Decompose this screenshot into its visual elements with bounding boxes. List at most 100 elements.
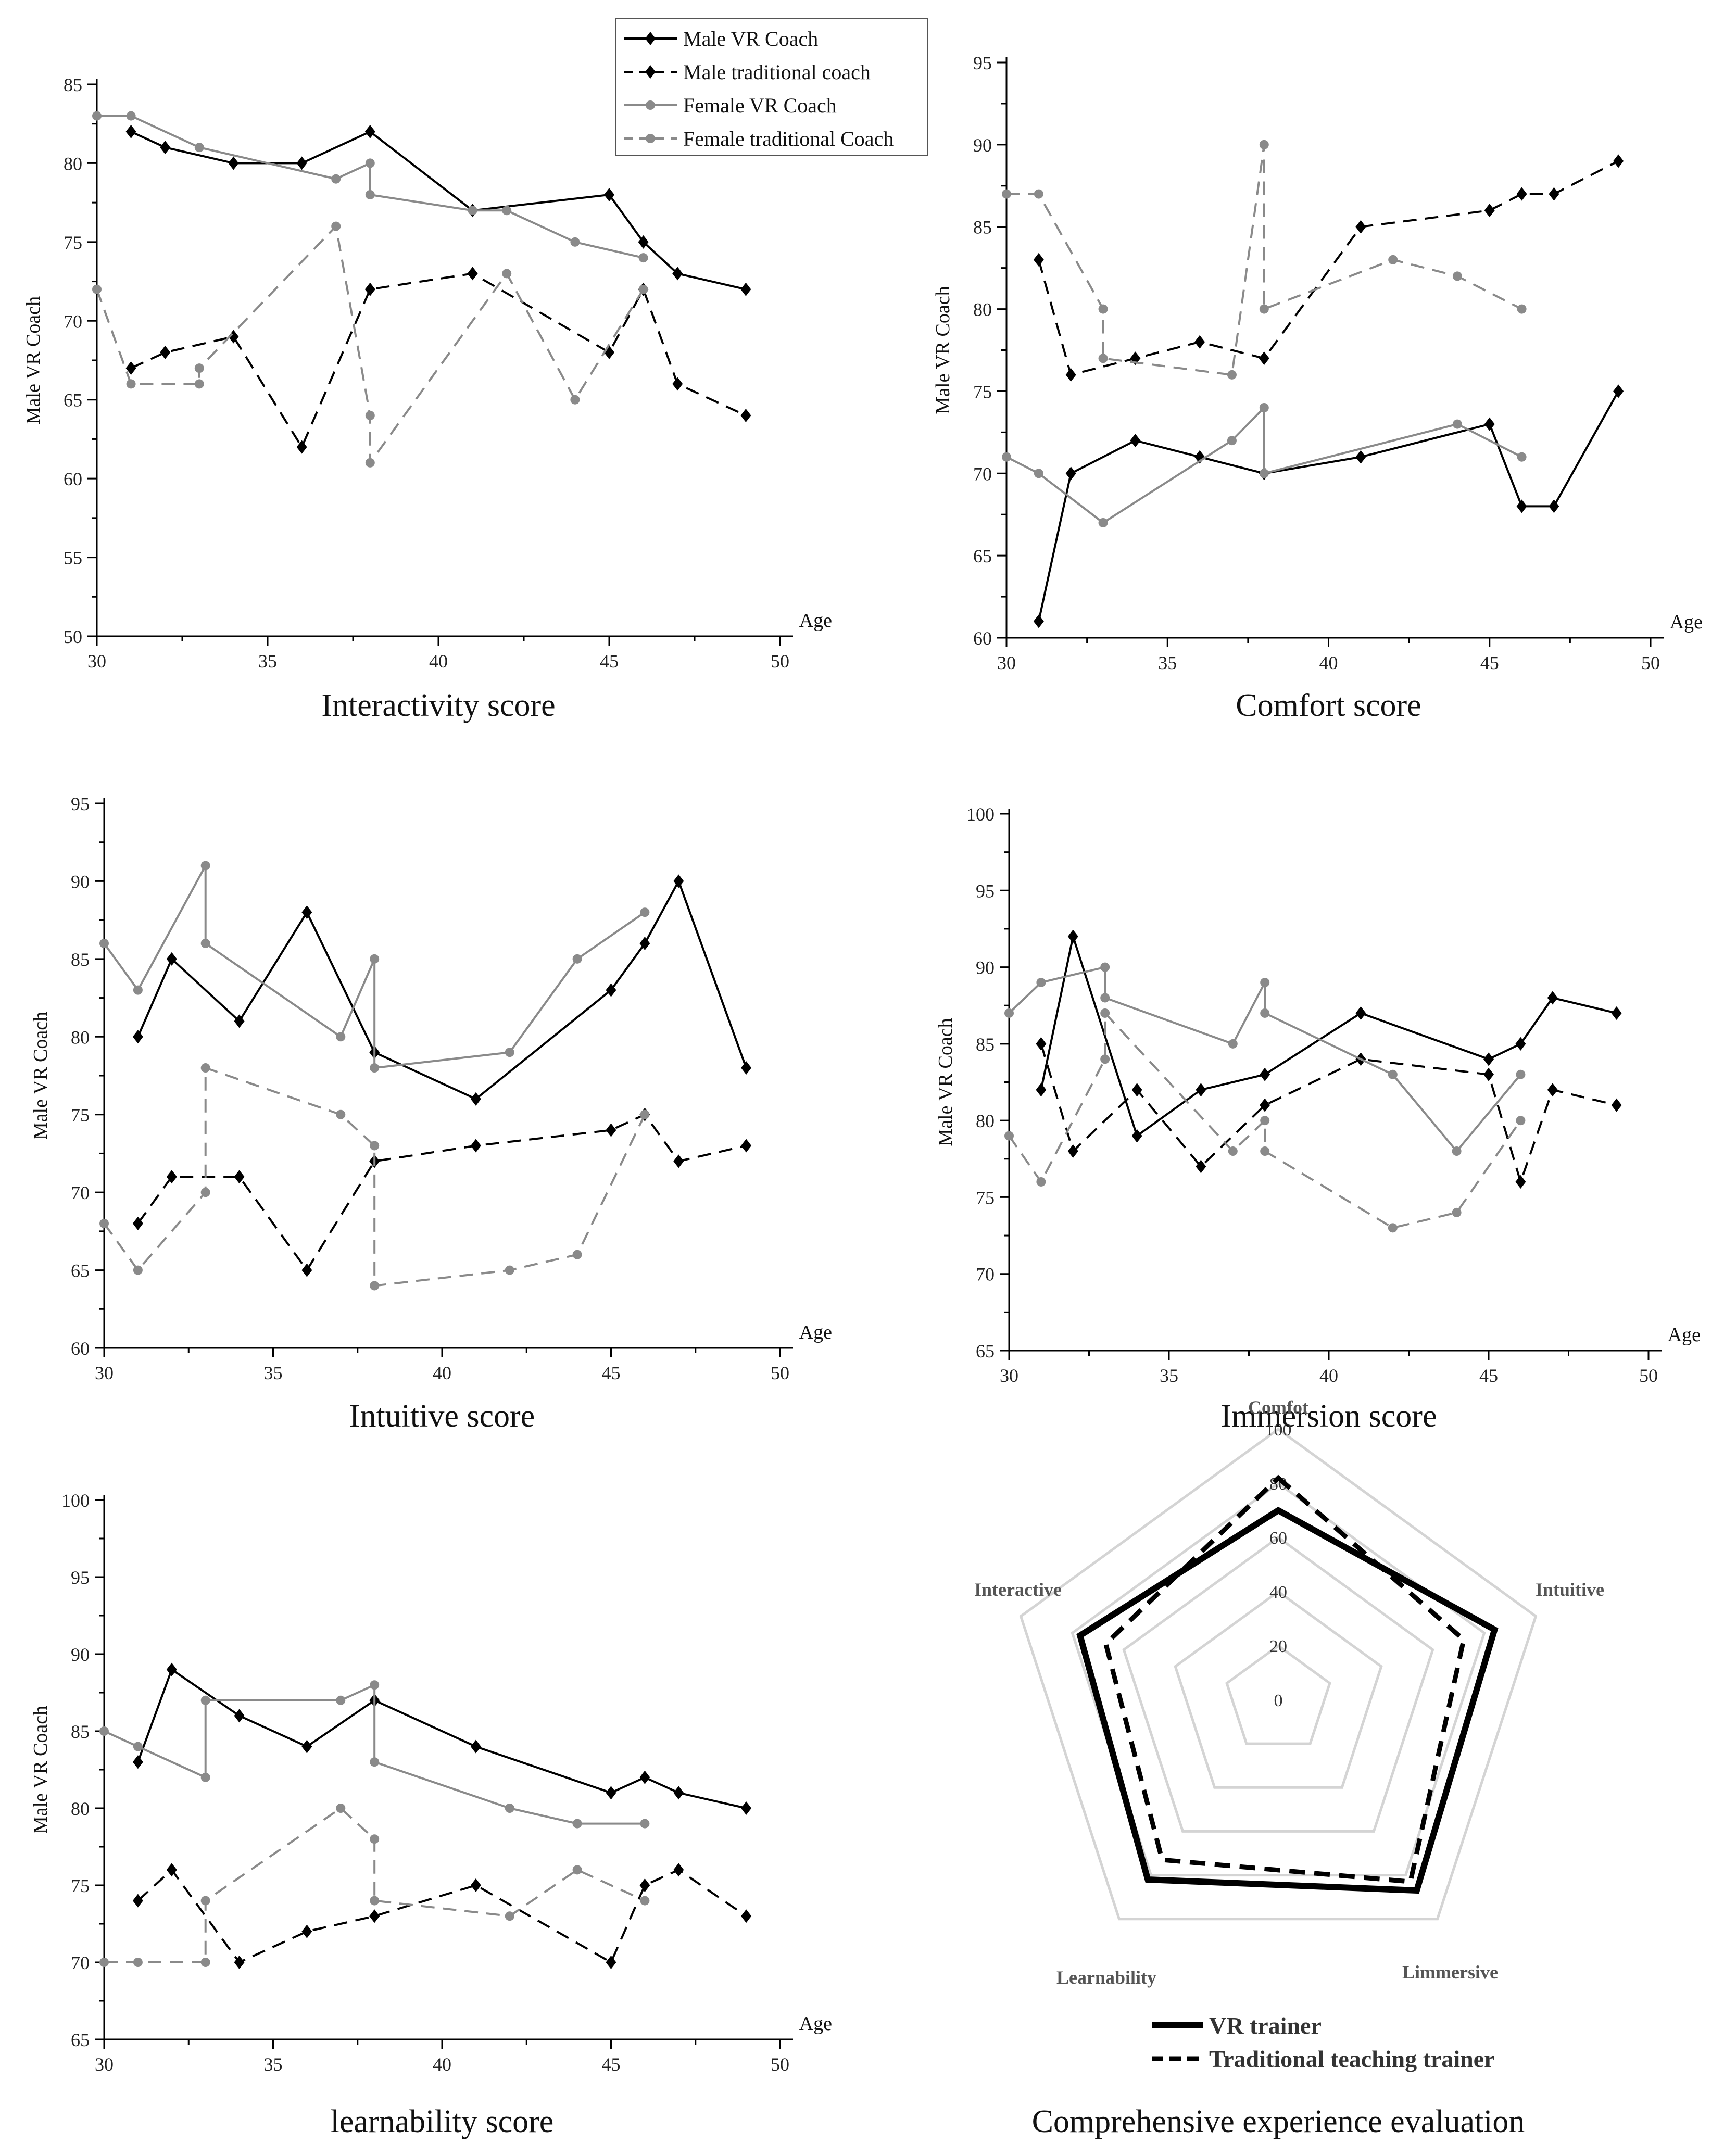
legend-label: Female traditional Coach xyxy=(683,127,894,150)
series-line xyxy=(104,1807,646,1963)
radar-grid-ring xyxy=(1019,1427,1538,1921)
data-point xyxy=(132,1755,143,1769)
data-point xyxy=(234,1170,245,1184)
data-point xyxy=(640,907,650,917)
series-line xyxy=(1008,1010,1522,1229)
data-point xyxy=(200,861,210,871)
data-point xyxy=(1067,1144,1078,1158)
data-point xyxy=(126,379,136,389)
y-tick-label: 80 xyxy=(71,1798,90,1819)
data-point xyxy=(1484,204,1495,218)
data-point xyxy=(639,1878,650,1892)
data-point xyxy=(336,1109,346,1119)
data-point xyxy=(1131,1083,1142,1097)
data-point xyxy=(606,983,616,997)
legend-item-female-vr-coach: Female VR Coach xyxy=(624,94,837,117)
data-point xyxy=(1259,403,1269,412)
data-point xyxy=(740,282,751,296)
data-point xyxy=(1004,1131,1014,1141)
data-point xyxy=(467,267,478,281)
y-tick-label: 85 xyxy=(64,74,82,95)
radar-chart: 020406080100ComfotIntuitiveLimmersiveLea… xyxy=(974,1397,1604,2139)
x-tick-label: 40 xyxy=(429,651,448,672)
data-point xyxy=(370,1680,380,1690)
y-tick-label: 85 xyxy=(71,1721,90,1742)
legend-label: Male traditional coach xyxy=(683,60,871,84)
radar-axis-label-comfot: Comfot xyxy=(1248,1397,1308,1418)
y-axis-label: Male VR Coach xyxy=(30,1012,52,1140)
series-line xyxy=(103,865,646,1069)
radar-grid-ring xyxy=(1225,1644,1331,1745)
series-male-traditional-coach xyxy=(132,1863,752,1969)
x-tick-label: 35 xyxy=(264,2054,283,2075)
data-point xyxy=(572,954,582,964)
radar-grid-ring xyxy=(1174,1590,1383,1789)
data-point xyxy=(502,269,512,279)
data-point xyxy=(301,1739,312,1754)
x-tick-label: 45 xyxy=(602,2054,621,2075)
x-tick-label: 45 xyxy=(602,1363,621,1383)
data-point xyxy=(1452,1146,1462,1156)
data-point xyxy=(1516,1069,1526,1079)
data-point xyxy=(570,237,580,247)
data-point xyxy=(200,1772,210,1782)
series-line xyxy=(137,1668,747,1809)
data-point xyxy=(99,1218,109,1228)
series-line xyxy=(97,115,644,259)
series-female-vr-coach xyxy=(1004,962,1526,1156)
series-male-traditional-coach xyxy=(125,267,751,454)
data-point xyxy=(1549,187,1559,201)
series-line xyxy=(1008,966,1521,1153)
y-tick-label: 65 xyxy=(71,1260,90,1281)
x-tick-label: 50 xyxy=(1641,652,1660,673)
x-tick-label: 30 xyxy=(1000,1365,1018,1386)
data-point xyxy=(125,124,136,138)
panel-title: Comfort score xyxy=(1236,688,1421,723)
series-female-traditional-coach xyxy=(1002,140,1527,380)
data-point xyxy=(1547,1083,1558,1097)
data-point xyxy=(1260,1008,1270,1018)
data-point xyxy=(369,1909,380,1923)
series-line xyxy=(1040,1043,1617,1186)
series-male-vr-coach xyxy=(132,874,752,1106)
y-tick-label: 80 xyxy=(976,1111,995,1131)
data-point xyxy=(1196,1083,1206,1097)
y-tick-label: 85 xyxy=(976,1034,995,1055)
radar-series-vr-trainer xyxy=(1076,1507,1499,1894)
data-point xyxy=(1547,991,1558,1005)
x-tick-label: 40 xyxy=(433,2054,451,2075)
series-line xyxy=(1040,932,1617,1138)
y-tick-label: 60 xyxy=(973,628,992,649)
legend-item-female-traditional-coach: Female traditional Coach xyxy=(624,127,894,150)
data-point xyxy=(638,284,648,294)
series-female-traditional-coach xyxy=(99,1804,650,1967)
data-point xyxy=(570,395,580,405)
data-point xyxy=(365,190,375,199)
legend-label: Female VR Coach xyxy=(683,94,837,117)
data-point xyxy=(370,1834,380,1844)
data-point xyxy=(200,1063,210,1073)
data-point xyxy=(1100,993,1110,1003)
radar-axis-label-limmersive: Limmersive xyxy=(1402,1962,1498,1983)
data-point xyxy=(741,1801,752,1815)
x-tick-label: 45 xyxy=(1480,652,1499,673)
legend-item-male-traditional-coach: Male traditional coach xyxy=(624,60,871,84)
x-axis-label: Age xyxy=(1670,611,1703,633)
y-tick-label: 70 xyxy=(976,1264,995,1285)
data-point xyxy=(296,156,307,170)
x-tick-label: 30 xyxy=(95,2054,114,2075)
data-point xyxy=(1100,962,1110,972)
data-point xyxy=(740,409,751,422)
data-point xyxy=(604,188,614,201)
series-male-traditional-coach xyxy=(1033,154,1624,382)
data-point xyxy=(301,1263,312,1277)
legend-marker xyxy=(646,134,655,143)
data-point xyxy=(1004,1008,1014,1018)
y-tick-label: 75 xyxy=(976,1187,995,1208)
data-point xyxy=(133,1958,143,1967)
radar-title: Comprehensive experience evaluation xyxy=(1032,2104,1525,2139)
data-point xyxy=(336,1695,346,1705)
legend-box xyxy=(615,18,928,156)
series-line xyxy=(1037,160,1619,376)
